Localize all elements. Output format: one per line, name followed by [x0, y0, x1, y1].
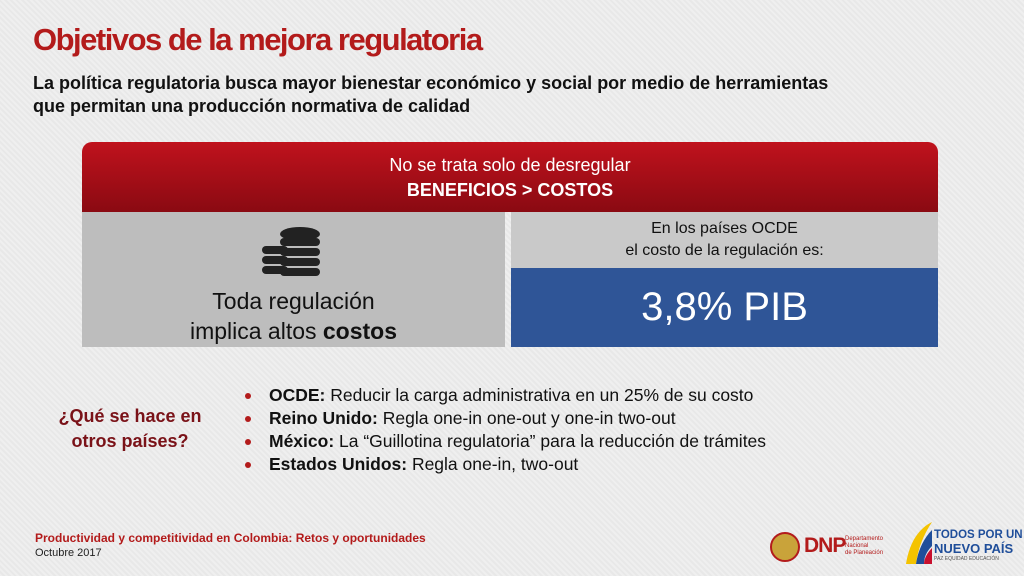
banner-line: BENEFICIOS > COSTOS [406, 180, 614, 200]
bullet: OCDE: Reducir la carga administrativa en… [243, 384, 766, 407]
dnp-logo: DNP [804, 534, 846, 557]
gov-flag [906, 522, 932, 564]
subtitle-line: La política regulatoria busca mayor bien… [33, 73, 829, 93]
gov-tagline: PAZ EQUIDAD EDUCACIÓN [934, 556, 999, 562]
left-plain: implica altos [189, 318, 323, 344]
subtitle: La política regulatoria busca mayor bien… [33, 72, 828, 118]
bullet-label: Estados Unidos: [269, 454, 408, 474]
caption-line: En los países OCDE [651, 220, 798, 237]
seal [770, 532, 800, 562]
bullet-dot [245, 416, 251, 422]
bullet-text: Regla one-in one-out y one-in two-out [377, 408, 676, 428]
figure: 3,8% PIB [511, 268, 938, 347]
dnp-name: Departamento Nacional de Planeación [845, 536, 883, 557]
dnp-line: de Planeación [845, 550, 884, 556]
left-text: Toda regulación implica altos costos [82, 286, 505, 346]
title: Objetivos de la mejora regulatoria [33, 22, 483, 57]
dnp-line: Departamento [845, 536, 884, 542]
left-line: Toda regulación [212, 288, 375, 314]
question-line: ¿Qué se hace en [58, 406, 202, 426]
question: ¿Qué se hace en otros países? [30, 404, 230, 454]
gov-logo: TODOS POR UN NUEVO PAÍS PAZ EQUIDAD EDUC… [934, 528, 1023, 563]
bullet-label: Reino Unido: [269, 408, 378, 428]
left-line: implica altos costos [82, 316, 505, 346]
dnp-line: Nacional [845, 543, 869, 549]
bullet-label: México: [269, 431, 335, 451]
bullet: Reino Unido: Regla one-in one-out y one-… [243, 407, 766, 430]
bullet-dot [245, 393, 251, 399]
question-line: otros países? [71, 431, 189, 451]
bullet-text: La “Guillotina regulatoria” para la redu… [334, 431, 767, 451]
right-caption: En los países OCDE el costo de la regula… [511, 212, 938, 268]
left-bold: costos [322, 318, 398, 344]
bullet-list: OCDE: Reducir la carga administrativa en… [243, 384, 766, 476]
bullet-text: Regla one-in, two-out [407, 454, 579, 474]
footer-title: Productividad y competitividad en Colomb… [35, 531, 426, 545]
bullet: Estados Unidos: Regla one-in, two-out [243, 453, 766, 476]
bullet-label: OCDE: [269, 385, 326, 405]
bullet-text: Reducir la carga administrativa en un 25… [325, 385, 754, 405]
gov-line: TODOS POR UN [934, 529, 1023, 541]
banner-line: No se trata solo de desregular [389, 155, 631, 175]
coins-icon [262, 227, 320, 276]
caption-line: el costo de la regulación es: [625, 242, 824, 259]
bullet-dot [245, 462, 251, 468]
left-panel: Toda regulación implica altos costos [82, 212, 505, 347]
banner: No se trata solo de desregular BENEFICIO… [82, 142, 938, 212]
footer-date: Octubre 2017 [35, 547, 102, 559]
bullet-dot [245, 439, 251, 445]
gov-line: NUEVO PAÍS [934, 541, 1014, 556]
bullet: México: La “Guillotina regulatoria” para… [243, 430, 766, 453]
subtitle-line: que permitan una producción normativa de… [33, 96, 471, 116]
